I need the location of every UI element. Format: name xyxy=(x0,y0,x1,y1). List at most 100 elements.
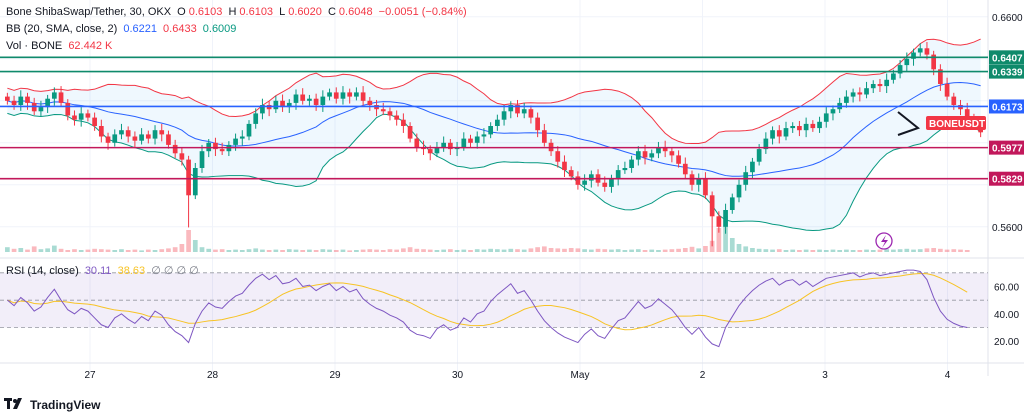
candle-body xyxy=(98,126,104,137)
volume-bar xyxy=(260,249,265,252)
candle xyxy=(166,130,171,149)
volume-bar xyxy=(407,247,413,252)
volume-bar xyxy=(474,249,480,252)
tradingview-brand[interactable]: TradingView xyxy=(4,398,100,412)
volume-bar xyxy=(253,248,259,252)
volume-bar xyxy=(669,249,675,252)
volume-bar xyxy=(11,248,17,252)
candle xyxy=(495,114,500,131)
candle xyxy=(51,87,57,106)
candle xyxy=(924,42,930,60)
volume-bar xyxy=(770,249,775,252)
level-tag-bg xyxy=(989,140,1024,155)
candle-body xyxy=(924,48,930,55)
volume-bar xyxy=(31,246,37,252)
candle xyxy=(488,122,493,139)
candle-body xyxy=(877,84,883,87)
close-value: 0.6048 xyxy=(338,6,373,18)
candle-body xyxy=(394,115,400,120)
candle xyxy=(844,90,849,108)
candle-body xyxy=(347,92,353,97)
candle-body xyxy=(703,178,708,196)
volume-bar xyxy=(649,249,655,252)
candle xyxy=(186,155,191,228)
candle-body xyxy=(401,119,406,126)
arrow-annotation xyxy=(897,111,921,136)
rsi-axis-label: 60.00 xyxy=(994,283,1019,294)
candle-body xyxy=(575,176,581,185)
level-tag-text: 0.5977 xyxy=(992,144,1023,155)
candle-body xyxy=(219,149,225,152)
candle-body xyxy=(145,134,151,139)
candle xyxy=(320,90,326,112)
candle-body xyxy=(407,126,413,139)
candle-body xyxy=(750,161,755,173)
candle-body xyxy=(85,113,91,118)
candle xyxy=(508,101,514,119)
candle-body xyxy=(246,123,252,137)
candle-body xyxy=(186,159,191,196)
candle-body xyxy=(662,147,668,152)
candle-body xyxy=(541,130,547,143)
candle xyxy=(246,120,252,141)
candle-body xyxy=(535,117,540,131)
candle-body xyxy=(790,126,796,129)
volume-bar xyxy=(763,249,769,252)
candle-body xyxy=(300,94,306,101)
volume-bar xyxy=(891,249,896,252)
high-label: H xyxy=(228,6,237,18)
candle-body xyxy=(917,48,923,53)
candle-body xyxy=(18,96,24,105)
volume-bar xyxy=(830,249,836,252)
candle-body xyxy=(850,92,856,97)
volume-bar xyxy=(58,248,64,252)
volume-bar xyxy=(797,250,802,252)
volume-bar xyxy=(776,249,782,252)
candle xyxy=(38,100,44,117)
bb-fill xyxy=(7,39,981,231)
candle-body xyxy=(931,54,937,70)
candle xyxy=(515,99,520,118)
candle-body xyxy=(904,58,910,66)
candle xyxy=(172,139,178,159)
candle-body xyxy=(92,117,97,126)
volume-bar xyxy=(280,250,285,252)
volume-bar xyxy=(870,250,876,252)
volume-bar xyxy=(105,249,111,252)
volume-bar xyxy=(454,250,460,252)
candle xyxy=(98,119,104,143)
volume-bar xyxy=(750,248,755,252)
candle xyxy=(367,97,373,111)
volume-bar xyxy=(273,249,279,252)
candle-body xyxy=(803,123,809,131)
candle xyxy=(260,98,265,120)
candle xyxy=(709,191,715,247)
candle xyxy=(622,161,628,174)
candle-body xyxy=(260,105,265,114)
candle-body xyxy=(622,168,628,171)
candle-body xyxy=(38,107,44,112)
volume-bar xyxy=(293,249,299,252)
candle-body xyxy=(199,151,205,168)
volume-bar xyxy=(528,248,534,252)
candle xyxy=(501,105,507,126)
volume-bar xyxy=(642,250,648,252)
candle xyxy=(280,94,285,112)
candle xyxy=(582,174,587,191)
candle xyxy=(72,110,77,126)
candle xyxy=(11,95,17,110)
candle xyxy=(555,146,561,168)
volume-bar xyxy=(152,250,158,252)
volume-bar xyxy=(609,249,614,252)
candle-body xyxy=(132,136,138,141)
volume-bar xyxy=(924,248,930,252)
candle xyxy=(823,107,829,128)
candle-body xyxy=(112,134,118,143)
candle-body xyxy=(501,111,507,120)
volume-bar xyxy=(172,247,178,252)
volume-bar xyxy=(575,248,581,252)
volume-bar xyxy=(656,250,661,252)
candle xyxy=(434,141,440,158)
bb-upper-line xyxy=(7,38,981,145)
